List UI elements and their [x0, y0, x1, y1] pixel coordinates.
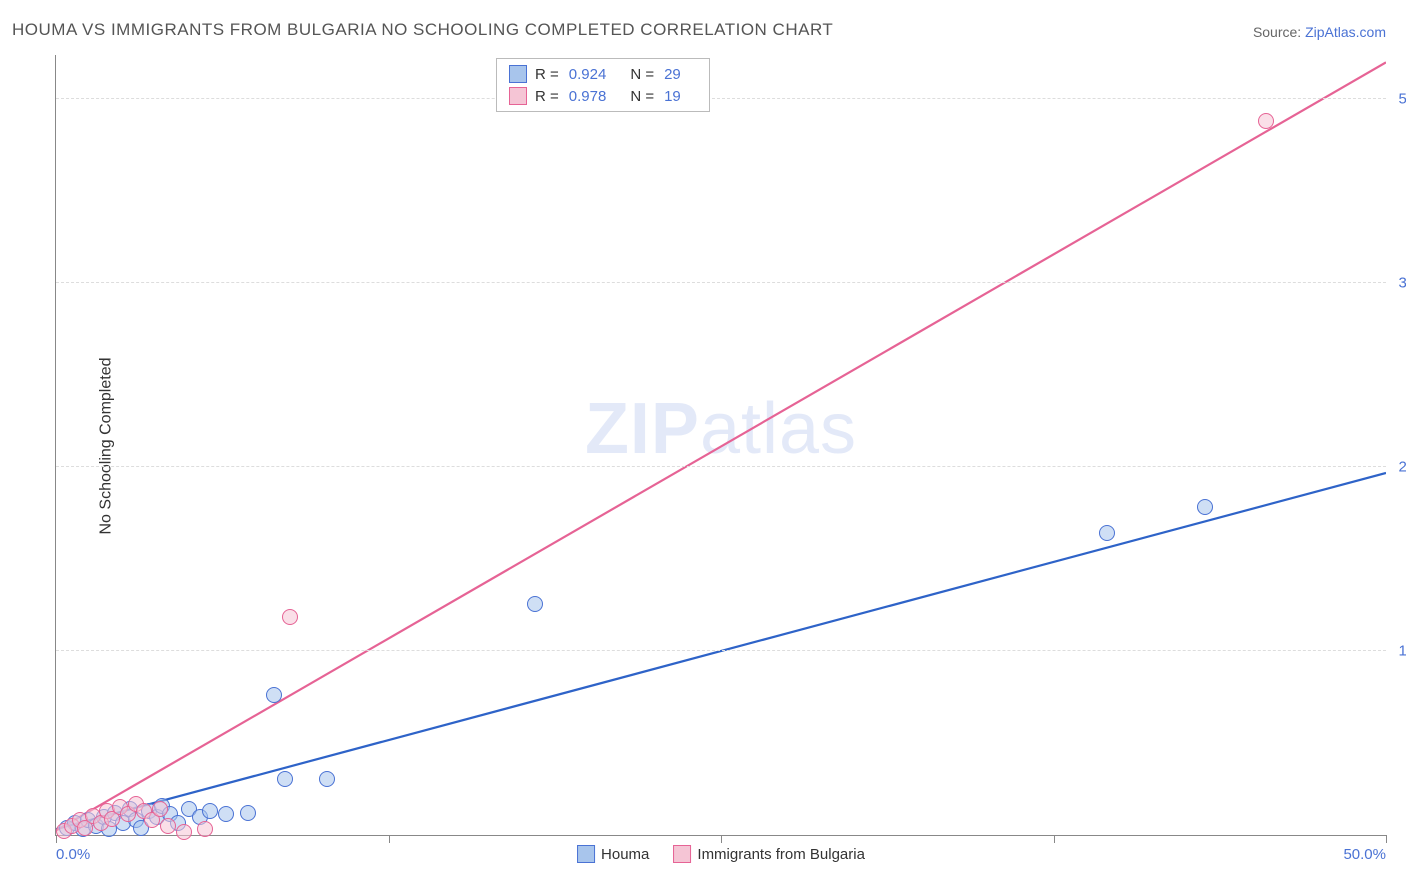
legend-series-item: Houma [577, 845, 649, 863]
trendlines-svg [56, 55, 1386, 835]
legend-swatch-blue [509, 65, 527, 83]
legend-correlation-row: R = 0.924 N = 29 [509, 63, 697, 85]
data-point-bulgaria [197, 821, 213, 837]
legend-r-label: R = [535, 66, 559, 83]
legend-swatch-blue [577, 845, 595, 863]
data-point-houma [277, 771, 293, 787]
legend-series: Houma Immigrants from Bulgaria [577, 845, 865, 863]
data-point-houma [266, 687, 282, 703]
x-tick [1054, 835, 1055, 843]
chart-title: HOUMA VS IMMIGRANTS FROM BULGARIA NO SCH… [12, 20, 833, 40]
legend-n-label: N = [630, 88, 654, 105]
legend-n-label: N = [630, 66, 654, 83]
gridline [56, 282, 1386, 283]
legend-correlation: R = 0.924 N = 29 R = 0.978 N = 19 [496, 58, 710, 112]
source-label: Source: [1253, 24, 1305, 40]
legend-r-value: 0.924 [569, 66, 607, 83]
source-link[interactable]: ZipAtlas.com [1305, 24, 1386, 40]
legend-series-label: Houma [601, 846, 649, 863]
x-tick [1386, 835, 1387, 843]
data-point-bulgaria [160, 818, 176, 834]
legend-series-label: Immigrants from Bulgaria [697, 846, 865, 863]
data-point-bulgaria [1258, 113, 1274, 129]
data-point-houma [1197, 499, 1213, 515]
legend-swatch-pink [509, 87, 527, 105]
watermark: ZIPatlas [585, 388, 857, 470]
x-tick [721, 835, 722, 843]
plot-area: ZIPatlas 50.0%37.5%25.0%12.5% R =0.924N … [55, 55, 1386, 836]
data-point-houma [218, 806, 234, 822]
y-tick-label: 25.0% [1398, 459, 1406, 476]
data-point-houma [240, 805, 256, 821]
legend-correlation-row: R = 0.978 N = 19 [509, 85, 697, 107]
legend-n-value: 19 [664, 88, 681, 105]
legend-swatch-pink [673, 845, 691, 863]
y-tick-label: 12.5% [1398, 643, 1406, 660]
gridline [56, 466, 1386, 467]
x-axis-end-label: 50.0% [1343, 846, 1386, 863]
legend-r-label: R = [535, 88, 559, 105]
data-point-houma [1099, 525, 1115, 541]
watermark-zip: ZIP [585, 389, 700, 469]
legend-n-value: 29 [664, 66, 681, 83]
source-attribution: Source: ZipAtlas.com [1253, 24, 1386, 40]
x-tick [56, 835, 57, 843]
data-point-bulgaria [282, 609, 298, 625]
watermark-atlas: atlas [700, 389, 857, 469]
legend-series-item: Immigrants from Bulgaria [673, 845, 865, 863]
y-tick-label: 50.0% [1398, 91, 1406, 108]
data-point-bulgaria [176, 824, 192, 840]
data-point-houma [319, 771, 335, 787]
y-tick-label: 37.5% [1398, 275, 1406, 292]
gridline [56, 98, 1386, 99]
x-axis-start-label: 0.0% [56, 846, 90, 863]
gridline [56, 650, 1386, 651]
data-point-bulgaria [152, 801, 168, 817]
trendline [56, 62, 1386, 830]
legend-r-value: 0.978 [569, 88, 607, 105]
data-point-houma [202, 803, 218, 819]
data-point-houma [527, 596, 543, 612]
x-tick [389, 835, 390, 843]
